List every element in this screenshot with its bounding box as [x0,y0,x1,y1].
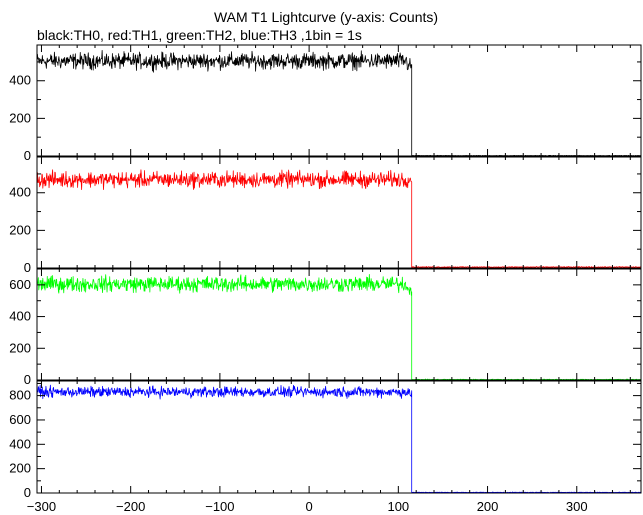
y-tick-label: 400 [9,185,31,200]
panel-th1: 0 200 400 [9,156,642,275]
series-line-th2 [36,274,642,381]
y-tick-label: 0 [24,372,31,387]
y-tick-label: 800 [9,388,31,403]
y-tick-label: 200 [9,461,31,476]
y-tick-label: 0 [24,260,31,275]
y-tick-label: 400 [9,309,31,324]
x-tick-label: 200 [477,499,499,514]
x-tick-label: 0 [305,499,312,514]
panel-th0: 0 200 400 [9,44,642,163]
y-tick-label: 400 [9,436,31,451]
panel-frame [36,44,642,157]
x-axis-labels: −300 −200 −100 0 100 200 300 [27,499,588,514]
y-tick-label: 0 [24,485,31,500]
chart-subtitle: black:TH0, red:TH1, green:TH2, blue:TH3 … [37,27,362,43]
x-tick-label: 100 [387,499,409,514]
x-tick-label: −100 [205,499,234,514]
panel-th2: 0 200 400 600 [9,268,642,387]
panel-frame [36,380,642,494]
y-tick-label: 200 [9,222,31,237]
y-tick-label: 200 [9,340,31,355]
x-tick-label: 300 [566,499,588,514]
y-tick-label: 0 [24,148,31,163]
chart-title: WAM T1 Lightcurve (y-axis: Counts) [214,9,438,25]
series-line-th1 [36,169,642,269]
series-line-th0 [36,49,642,157]
panel-th3: 0 200 400 600 800 [9,380,642,500]
y-tick-label: 200 [9,110,31,125]
y-tick-label: 600 [9,412,31,427]
panels-group: 0 200 400 0 200 400 0 200 400 600 0 200 400 600 800 [9,44,642,500]
x-tick-label: −300 [27,499,56,514]
y-tick-label: 600 [9,277,31,292]
y-tick-label: 400 [9,73,31,88]
panel-frame [36,268,642,381]
x-tick-label: −200 [116,499,145,514]
series-line-th3 [36,384,642,494]
panel-frame [36,156,642,269]
